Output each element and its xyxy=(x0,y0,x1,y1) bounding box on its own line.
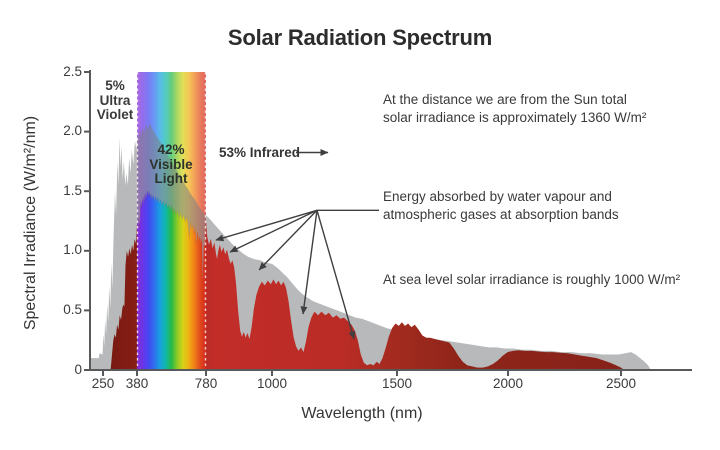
absorption-arrow-3 xyxy=(258,209,318,271)
absorption-arrow-1 xyxy=(215,209,318,242)
x-axis-title: Wavelength (nm) xyxy=(301,405,423,422)
sea-level-spectrum-area xyxy=(110,190,625,370)
x-tick-label-2000: 2000 xyxy=(492,376,524,391)
uv-region-label-line1: 5% xyxy=(105,78,125,93)
visible-region-label-line3: Light xyxy=(154,171,188,186)
uv-region-label: 5% Ultra Violet xyxy=(86,78,144,123)
absorption-arrows-group xyxy=(215,209,379,340)
y-tick-label-1.5: 1.5 xyxy=(63,182,82,198)
x-tick-label-2500: 2500 xyxy=(605,376,637,391)
x-tick-label-380: 380 xyxy=(125,376,149,391)
visible-region-label-line2: Visible xyxy=(149,156,193,172)
y-tick-label-2.0: 2.0 xyxy=(63,123,82,139)
annotation-total-irradiance: At the distance we are from the Sun tota… xyxy=(383,91,646,126)
x-tick-label-1500: 1500 xyxy=(381,376,413,391)
y-tick-label-2.5: 2.5 xyxy=(63,63,82,79)
absorption-arrow-4 xyxy=(300,210,318,315)
x-tick-label-1000: 1000 xyxy=(256,376,288,391)
visible-region-label-line1: 42% xyxy=(157,142,185,157)
absorption-arrow-5 xyxy=(316,210,356,340)
annotation-total-irradiance-line2: solar irradiance is approximately 1360 W… xyxy=(383,109,647,125)
uv-region-label-line2: Ultra xyxy=(99,92,131,108)
infrared-region-label: 53% Infrared xyxy=(219,145,301,160)
y-tick-label-0.5: 0.5 xyxy=(63,301,82,317)
annotation-absorption-bands-line1: Energy absorbed by water vapour and xyxy=(383,189,612,204)
visible-region-label: 42% Visible Light xyxy=(139,142,203,187)
x-tick-label-780: 780 xyxy=(194,376,218,391)
absorption-arrow-2 xyxy=(229,209,318,253)
y-tick-label-0: 0 xyxy=(74,361,82,377)
annotation-sea-level-irradiance: At sea level solar irradiance is roughly… xyxy=(383,272,681,287)
annotation-absorption-bands: Energy absorbed by water vapour and atmo… xyxy=(383,188,619,223)
annotation-absorption-bands-line2: atmospheric gases at absorption bands xyxy=(383,206,619,222)
y-tick-label-1.0: 1.0 xyxy=(63,242,82,258)
y-axis-title: Spectral Irradiance (W/m²/nm) xyxy=(22,115,39,331)
uv-region-label-line3: Violet xyxy=(96,107,134,122)
x-tick-label-250: 250 xyxy=(91,376,115,391)
chart-title: Solar Radiation Spectrum xyxy=(227,25,493,50)
annotation-total-irradiance-line1: At the distance we are from the Sun tota… xyxy=(383,92,627,107)
axes-lines xyxy=(89,70,692,371)
